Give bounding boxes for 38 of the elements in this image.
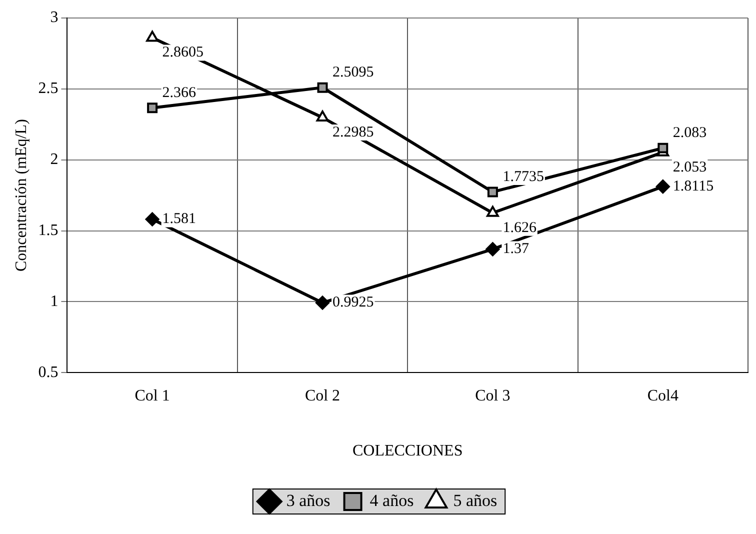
point — [145, 212, 160, 226]
data-label: 0.9925 — [332, 294, 374, 311]
data-label: 2.2985 — [332, 124, 374, 140]
x-tick-label: Col4 — [647, 387, 678, 404]
data-label: 1.581 — [162, 211, 196, 228]
y-tick-label: 2.5 — [38, 80, 58, 98]
point — [656, 180, 670, 194]
point — [658, 142, 668, 154]
point — [317, 82, 328, 93]
x-tick-label: Col 1 — [134, 387, 170, 404]
legend-label: 3 años — [286, 490, 330, 510]
y-tick-label: 2 — [50, 151, 58, 168]
point — [316, 296, 330, 310]
point — [316, 110, 329, 122]
point — [146, 30, 158, 42]
x-tick-label: Col 3 — [475, 387, 510, 404]
point — [487, 186, 498, 198]
x-tick-label: Col 2 — [304, 387, 340, 404]
data-label: 2.366 — [162, 84, 197, 101]
y-tick-label: 1 — [50, 292, 58, 310]
data-label: 2.8605 — [162, 44, 204, 61]
data-label: 2.083 — [672, 125, 707, 142]
data-label: 2.5095 — [332, 64, 374, 81]
y-axis-title: Concentración (mEq/L) — [12, 119, 30, 272]
y-tick-label: 0.5 — [38, 364, 58, 381]
data-label: 1.8115 — [672, 178, 714, 195]
point — [486, 242, 500, 256]
x-axis-title: COLECCIONES — [352, 442, 463, 460]
data-label: 1.37 — [502, 241, 530, 258]
point — [486, 206, 499, 217]
data-label: 1.7735 — [502, 168, 544, 185]
legend-label: 5 años — [453, 490, 498, 510]
legend-label: 4 años — [370, 490, 414, 510]
data-label: 1.626 — [502, 220, 537, 236]
y-tick-label: 3 — [50, 9, 58, 26]
data-label: 2.053 — [672, 159, 707, 176]
y-tick-label: 1.5 — [38, 222, 58, 239]
point — [147, 102, 158, 114]
